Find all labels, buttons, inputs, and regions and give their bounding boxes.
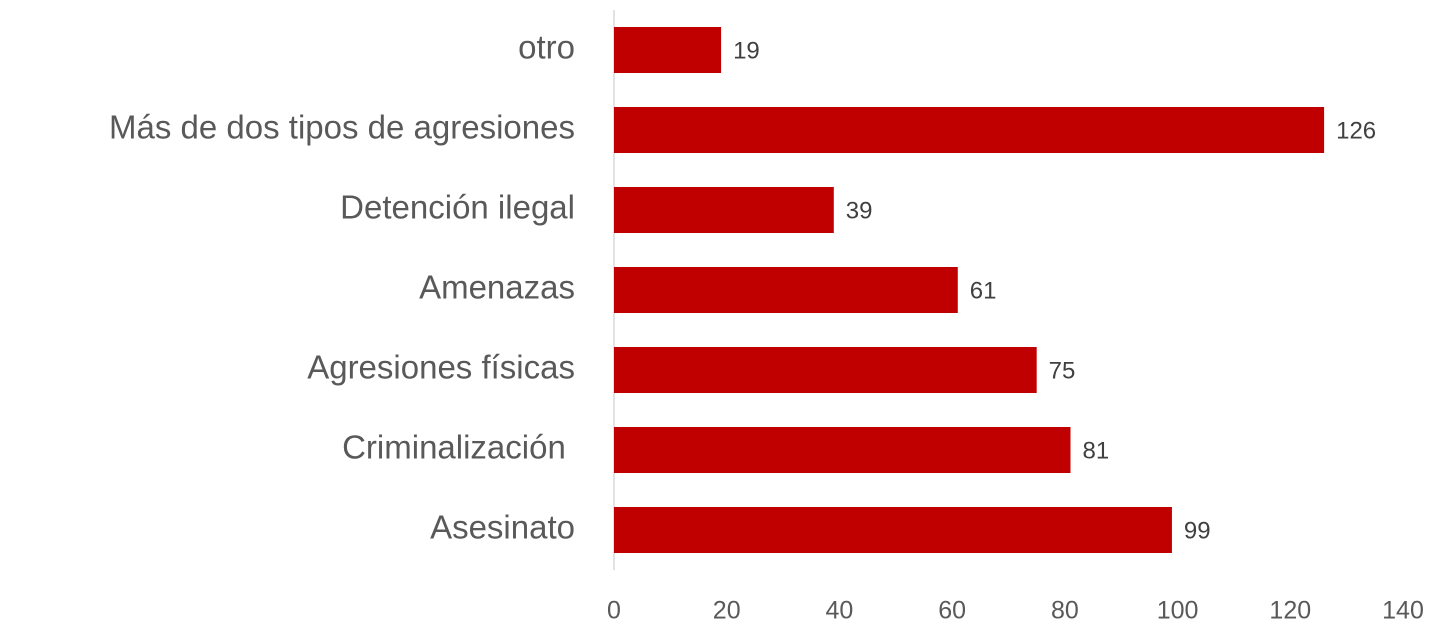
x-tick-label: 60 (938, 597, 966, 625)
x-tick-label: 20 (713, 597, 741, 625)
category-label: Asesinato (430, 509, 575, 546)
category-label: Detención ilegal (340, 189, 575, 226)
value-label: 39 (846, 197, 873, 224)
bar (614, 107, 1325, 153)
value-label: 19 (733, 37, 760, 64)
bar (614, 267, 958, 313)
category-label: Criminalización (342, 429, 575, 466)
x-tick-label: 80 (1051, 597, 1079, 625)
value-label: 126 (1336, 117, 1376, 144)
x-tick-label: 120 (1269, 597, 1311, 625)
value-label: 81 (1082, 437, 1109, 464)
category-label: Más de dos tipos de agresiones (109, 109, 575, 146)
bar (614, 187, 834, 233)
value-label: 75 (1049, 357, 1076, 384)
x-tick-label: 140 (1382, 597, 1424, 625)
bar (614, 347, 1037, 393)
bar (614, 427, 1071, 473)
category-label: otro (518, 29, 575, 66)
category-label: Amenazas (419, 269, 575, 306)
x-tick-label: 100 (1157, 597, 1199, 625)
x-tick-label: 0 (607, 597, 621, 625)
bar (614, 27, 722, 73)
value-label: 61 (970, 277, 997, 304)
x-tick-label: 40 (826, 597, 854, 625)
category-label: Agresiones físicas (307, 349, 575, 386)
bar (614, 507, 1172, 553)
value-label: 99 (1184, 517, 1211, 544)
